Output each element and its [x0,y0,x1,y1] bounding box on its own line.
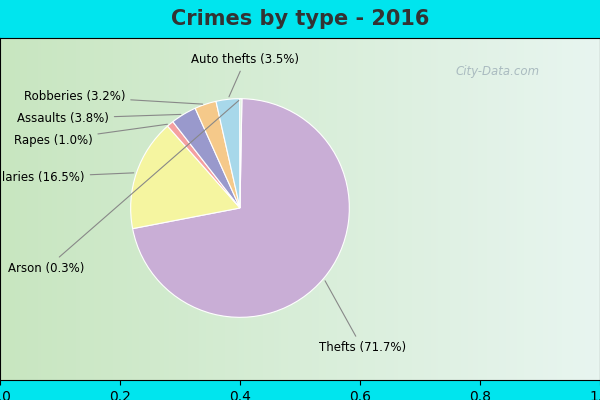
Text: Assaults (3.8%): Assaults (3.8%) [17,112,181,125]
Text: Arson (0.3%): Arson (0.3%) [8,100,239,275]
Wedge shape [133,99,349,317]
Wedge shape [216,99,240,208]
Text: Crimes by type - 2016: Crimes by type - 2016 [171,9,429,29]
Wedge shape [131,126,240,229]
Text: Rapes (1.0%): Rapes (1.0%) [14,124,167,147]
Wedge shape [240,99,242,208]
Text: Burglaries (16.5%): Burglaries (16.5%) [0,171,134,184]
Text: Auto thefts (3.5%): Auto thefts (3.5%) [191,53,299,97]
Text: City-Data.com: City-Data.com [456,66,540,78]
Text: Thefts (71.7%): Thefts (71.7%) [319,281,406,354]
Text: Robberies (3.2%): Robberies (3.2%) [24,90,203,104]
Wedge shape [173,108,240,208]
Wedge shape [195,101,240,208]
Wedge shape [167,122,240,208]
